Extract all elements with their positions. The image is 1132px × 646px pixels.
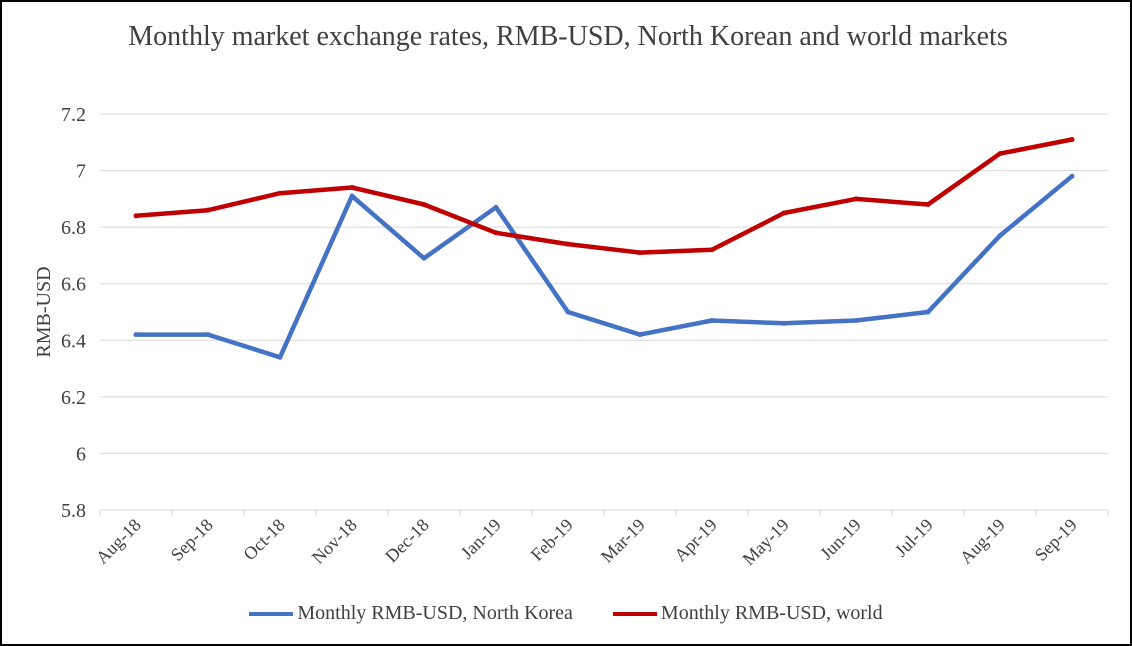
x-tick-label: Jul-19	[891, 515, 937, 561]
data-point-north-korea	[781, 320, 787, 326]
x-tick-label: Sep-18	[167, 515, 217, 565]
data-point-world	[349, 185, 355, 191]
y-tick-label: 6.4	[61, 330, 86, 352]
data-point-world	[709, 247, 715, 253]
y-tick-label: 6.2	[61, 387, 86, 409]
data-point-north-korea	[205, 332, 211, 338]
data-point-north-korea	[853, 317, 859, 323]
x-tick-label: Nov-18	[308, 515, 361, 568]
data-point-north-korea	[565, 309, 571, 315]
x-tick-label: Apr-19	[670, 515, 721, 566]
data-point-north-korea	[925, 309, 931, 315]
data-point-north-korea	[709, 317, 715, 323]
series-lines	[133, 136, 1075, 360]
data-point-world	[421, 202, 427, 208]
data-point-north-korea	[277, 354, 283, 360]
series-line-north-korea	[133, 173, 1075, 360]
data-point-world	[1069, 136, 1075, 142]
data-point-world	[781, 210, 787, 216]
data-point-world	[133, 213, 139, 219]
legend-swatch-north-korea	[249, 611, 294, 616]
y-tick-label: 7.2	[61, 104, 86, 126]
legend: Monthly RMB-USD, North Korea Monthly RMB…	[2, 602, 1130, 625]
legend-label-north-korea: Monthly RMB-USD, North Korea	[297, 602, 573, 624]
series-line-world	[133, 137, 1075, 255]
y-tick-label: 7	[76, 161, 86, 183]
y-tick-label: 5.8	[61, 500, 86, 522]
x-tick-label: Oct-18	[239, 515, 288, 564]
data-point-world	[493, 230, 499, 236]
x-tick-label: Aug-18	[92, 515, 145, 568]
legend-item-north-korea: Monthly RMB-USD, North Korea	[249, 602, 573, 625]
x-tick-label: Jun-19	[816, 515, 865, 564]
data-point-north-korea	[133, 332, 139, 338]
data-point-world	[277, 190, 283, 196]
legend-label-world: Monthly RMB-USD, world	[660, 602, 883, 624]
y-axis-label: RMB-USD	[33, 266, 55, 357]
y-axis-ticks: 5.8 6 6.2 6.4 6.6 6.8 7 7.2	[61, 104, 86, 522]
x-tick-label: Dec-18	[381, 515, 433, 567]
y-tick-label: 6.8	[61, 217, 86, 239]
data-point-world	[565, 241, 571, 247]
data-point-north-korea	[421, 255, 427, 261]
x-tick-label: Aug-19	[956, 515, 1009, 568]
data-point-north-korea	[493, 204, 499, 210]
gridlines	[100, 113, 1108, 511]
data-point-world	[853, 196, 859, 202]
legend-swatch-world	[612, 611, 657, 616]
data-point-north-korea	[637, 332, 643, 338]
data-point-north-korea	[1069, 173, 1075, 179]
data-point-world	[925, 202, 931, 208]
x-axis-ticks: Aug-18 Sep-18 Oct-18 Nov-18 Dec-18 Jan-19 Feb-…	[92, 510, 1109, 569]
x-tick-label: Mar-19	[597, 515, 649, 567]
data-point-north-korea	[997, 233, 1003, 239]
legend-item-world: Monthly RMB-USD, world	[612, 602, 883, 625]
data-point-world	[997, 151, 1003, 157]
chart-title: Monthly market exchange rates, RMB-USD, …	[128, 21, 1008, 52]
x-tick-label: Sep-19	[1031, 515, 1081, 565]
y-tick-label: 6	[76, 443, 86, 465]
x-tick-label: Feb-19	[527, 515, 577, 565]
data-point-world	[205, 207, 211, 213]
y-tick-label: 6.6	[61, 274, 86, 296]
x-tick-label: Jan-19	[457, 515, 505, 563]
data-point-world	[637, 250, 643, 256]
data-point-north-korea	[349, 193, 355, 199]
x-tick-label: May-19	[738, 515, 792, 569]
